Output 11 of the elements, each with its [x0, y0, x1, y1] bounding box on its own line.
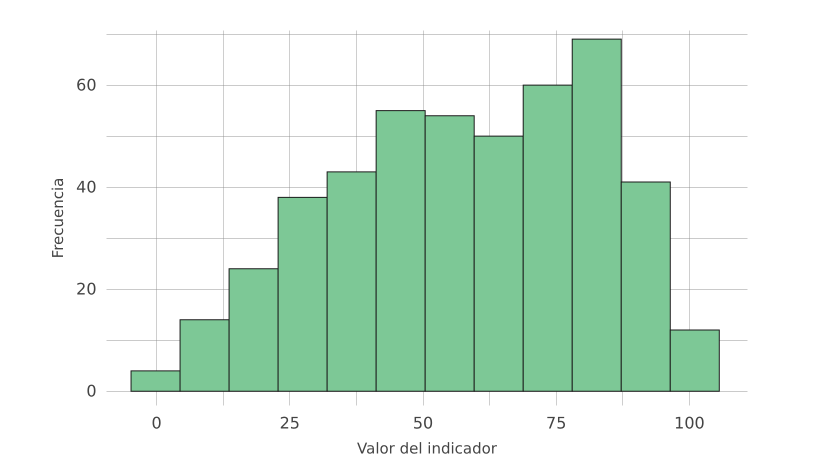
- x-tick-label: 75: [546, 414, 566, 432]
- x-tick-label: 0: [151, 414, 162, 432]
- x-tick-label: 50: [412, 414, 434, 432]
- y-tick-label: 40: [76, 178, 96, 197]
- y-tick-label: 20: [76, 280, 96, 299]
- y-tick-label: 60: [76, 76, 96, 95]
- y-axis-title: Frecuencia: [49, 178, 68, 258]
- x-tick-label: 100: [674, 414, 705, 432]
- x-axis-title: Valor del indicador: [357, 440, 498, 458]
- x-tick-label: 25: [280, 414, 300, 432]
- y-tick-label: 0: [86, 382, 96, 401]
